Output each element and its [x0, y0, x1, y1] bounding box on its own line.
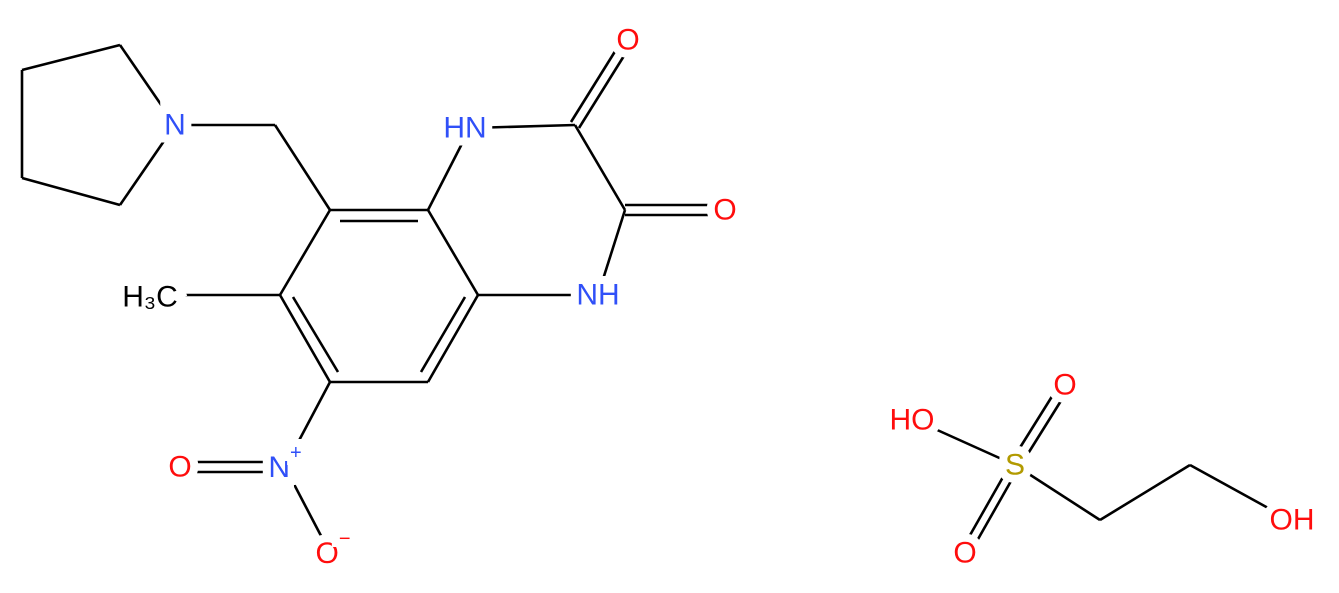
bond	[426, 209, 480, 296]
charge: −	[339, 528, 351, 550]
bond	[1009, 381, 1063, 463]
atom-label: H₃C	[122, 281, 178, 314]
bond	[278, 294, 332, 383]
atom-label: O	[168, 451, 191, 484]
atom-label: NH	[576, 279, 619, 312]
bond	[469, 123, 576, 130]
bond	[21, 43, 121, 72]
atom-label: N	[164, 109, 186, 142]
bond	[1099, 463, 1191, 522]
atom-label: HN	[443, 112, 486, 145]
bond	[914, 418, 1016, 467]
atoms: N HN O O NH H₃C N+ O O− HO S O O OH	[114, 16, 1322, 578]
bond	[1017, 387, 1071, 469]
atom-label: S	[1005, 449, 1025, 482]
element: O	[315, 537, 338, 570]
atom-label: O	[616, 24, 639, 57]
bonds	[20, 36, 1291, 556]
atom-label: O	[953, 537, 976, 570]
bond	[959, 462, 1013, 552]
bond	[426, 294, 480, 383]
bond	[283, 381, 332, 468]
bond	[426, 127, 472, 211]
element: N	[268, 451, 290, 484]
bond	[1189, 463, 1291, 522]
bond	[118, 124, 177, 206]
bond	[1014, 463, 1101, 522]
bond	[291, 296, 340, 373]
bond	[278, 209, 332, 296]
atom-label: HO	[890, 404, 935, 437]
bond	[283, 466, 332, 554]
atom-label: N+	[268, 442, 301, 484]
bond	[596, 209, 627, 296]
bond	[967, 466, 1021, 556]
bond	[21, 176, 121, 207]
atom-label: OH	[1270, 504, 1315, 537]
bond	[273, 124, 332, 211]
bond	[573, 124, 627, 211]
bond	[569, 36, 626, 123]
bond	[118, 44, 177, 126]
charge: +	[290, 442, 302, 464]
bond	[419, 296, 467, 373]
bond	[577, 42, 634, 129]
atom-label: O	[713, 194, 736, 227]
atom-label: O	[1053, 369, 1076, 402]
